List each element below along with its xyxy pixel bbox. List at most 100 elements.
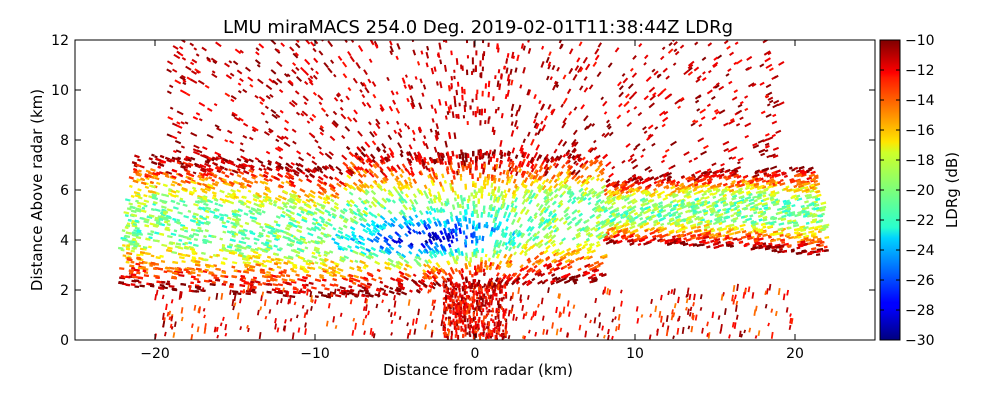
ldr-gate <box>584 166 589 171</box>
ldr-gate <box>533 163 538 170</box>
ldr-gate <box>231 261 238 265</box>
ldr-gate <box>247 254 252 258</box>
ldr-gate <box>181 260 186 264</box>
ldr-gate <box>627 193 632 199</box>
ldr-gate <box>249 215 254 220</box>
ldr-gate <box>389 286 394 291</box>
ldr-gate <box>364 188 370 194</box>
ldr-gate <box>190 268 196 272</box>
ldr-gate <box>327 218 332 222</box>
ldr-gate <box>320 192 325 196</box>
ldr-gate <box>323 174 329 179</box>
ldr-gate <box>219 197 225 202</box>
ldr-gate <box>630 192 637 197</box>
ldr-gate <box>432 216 437 221</box>
ldr-gate <box>307 232 314 237</box>
ldr-gate <box>710 203 715 207</box>
ldr-gate <box>170 232 177 236</box>
ldr-gate <box>128 202 134 206</box>
ldr-gate <box>503 189 507 194</box>
ldr-gate <box>407 230 412 235</box>
ldr-gate <box>823 249 829 253</box>
ldr-gate <box>728 232 735 236</box>
ldr-gate <box>455 237 459 242</box>
ldr-gate <box>546 204 551 209</box>
ldr-gate <box>807 251 814 255</box>
ldr-gate <box>552 162 557 167</box>
ldr-gate <box>259 225 264 229</box>
ldr-gate <box>500 231 505 237</box>
ldr-gate <box>428 253 434 259</box>
ldr-gate <box>763 173 770 177</box>
ldr-gate <box>313 246 321 251</box>
ldr-gate <box>576 209 581 214</box>
ldr-gate <box>276 248 282 252</box>
ldr-gate <box>555 226 559 231</box>
ldr-gate <box>508 231 513 237</box>
ldr-gate <box>427 233 432 239</box>
ldr-gate <box>769 192 776 197</box>
ldr-gate <box>346 174 352 180</box>
ldr-gate <box>792 219 797 223</box>
ldr-gate <box>236 157 242 162</box>
ldr-gate <box>779 206 786 211</box>
ldr-gate <box>139 164 145 169</box>
ldr-gate <box>738 198 745 203</box>
ldr-gate <box>551 276 558 281</box>
ldr-gate <box>690 173 695 177</box>
ldr-gate <box>272 283 279 287</box>
ldr-gate <box>255 221 262 226</box>
ldr-gate <box>246 261 252 265</box>
ldr-gate <box>491 166 495 171</box>
ldr-gate <box>198 220 205 225</box>
ldr-gate <box>292 265 298 269</box>
ldr-gate <box>378 276 383 280</box>
ldr-gate <box>810 183 815 188</box>
ldr-gate <box>226 220 230 224</box>
ldr-gate <box>757 244 763 248</box>
ldr-gate <box>434 235 439 241</box>
ldr-gate <box>224 194 230 199</box>
ldr-gate <box>787 209 791 213</box>
ldr-gate <box>789 178 794 182</box>
ldr-gate <box>508 239 514 246</box>
ldr-gate <box>521 198 527 205</box>
ldr-gate <box>368 250 374 256</box>
ldr-gate <box>531 262 536 267</box>
ldr-gate <box>653 180 658 185</box>
ldr-gate <box>709 227 715 231</box>
ldr-gate <box>465 209 468 215</box>
ldr-gate <box>718 176 723 180</box>
ldr-gate <box>507 212 512 219</box>
ldr-gate <box>154 218 160 223</box>
ldr-gate <box>605 230 610 235</box>
ldr-gate <box>614 208 620 213</box>
ldr-gate <box>328 273 335 278</box>
ldr-gate <box>575 162 579 167</box>
ldr-gate <box>717 208 722 213</box>
ldr-gate <box>232 224 238 228</box>
ldr-gate <box>124 198 131 202</box>
ldr-gate <box>451 255 456 261</box>
ldr-gate <box>562 183 568 189</box>
ldr-gate <box>236 168 241 172</box>
ldr-gate <box>591 273 596 277</box>
ldr-gate <box>249 211 256 216</box>
ldr-gate <box>317 291 324 295</box>
ldr-gate <box>490 182 494 188</box>
ldr-gate <box>691 214 697 219</box>
ldr-gate <box>385 156 391 162</box>
ldr-gate <box>464 183 468 190</box>
ldr-gate <box>193 216 199 221</box>
ldr-gate <box>166 208 173 212</box>
ldr-gate <box>665 186 670 190</box>
ldr-gate <box>487 257 491 262</box>
ldr-gate <box>501 194 505 201</box>
ldr-gate <box>142 267 149 271</box>
ldr-gate <box>307 240 312 244</box>
ldr-gate <box>597 261 604 266</box>
ldr-gate <box>399 190 404 195</box>
ldr-gate <box>195 221 200 225</box>
ldr-gate <box>513 251 518 256</box>
ldr-gate <box>182 242 187 246</box>
